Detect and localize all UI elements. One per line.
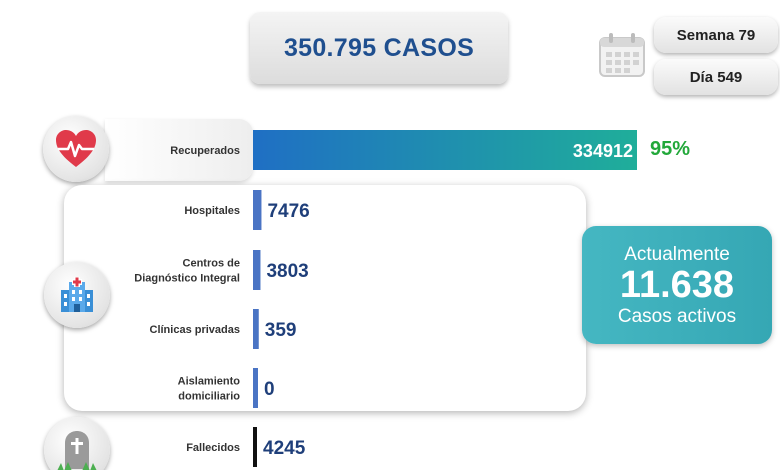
- category-label-1: Hospitales: [184, 205, 240, 217]
- active-cases-box: Actualmente 11.638 Casos activos: [582, 226, 772, 344]
- hospitalization-card: [64, 185, 586, 411]
- value-label-0: 334912: [573, 141, 633, 161]
- total-cases-text: 350.795 CASOS: [283, 33, 475, 62]
- value-label-1: 7476: [267, 201, 309, 222]
- total-cases-box: 350.795 CASOS: [250, 12, 508, 84]
- day-badge: Día 549: [654, 59, 778, 95]
- bar-1: [253, 190, 262, 230]
- heart-pulse-icon: [43, 116, 109, 182]
- tombstone-icon: [44, 417, 110, 470]
- recovered-label-panel: [105, 119, 253, 181]
- calendar-icon: [599, 33, 645, 77]
- value-label-2: 3803: [266, 261, 308, 282]
- bar-3: [253, 309, 259, 349]
- active-cases-label: Casos activos: [617, 306, 737, 327]
- category-label-4: Aislamiento domiciliario: [178, 376, 241, 403]
- category-label-2: Centros de Diagnóstico Integral: [134, 258, 240, 285]
- value-label-4: 0: [264, 379, 275, 400]
- hospital-icon: [44, 262, 110, 328]
- value-label-3: 359: [265, 320, 297, 341]
- bar-2: [253, 250, 261, 290]
- week-badge: Semana 79: [654, 17, 778, 53]
- bar-0: [253, 130, 637, 170]
- bar-4: [253, 368, 258, 408]
- recovered-percent: 95%: [650, 138, 691, 160]
- category-label-5: Fallecidos: [186, 442, 240, 454]
- category-label-3: Clínicas privadas: [150, 324, 241, 336]
- value-label-5: 4245: [263, 438, 306, 459]
- bar-5: [253, 427, 257, 467]
- active-cases-caption: Actualmente: [624, 244, 730, 265]
- active-cases-count: 11.638: [619, 264, 735, 306]
- category-label-0: Recuperados: [170, 145, 240, 157]
